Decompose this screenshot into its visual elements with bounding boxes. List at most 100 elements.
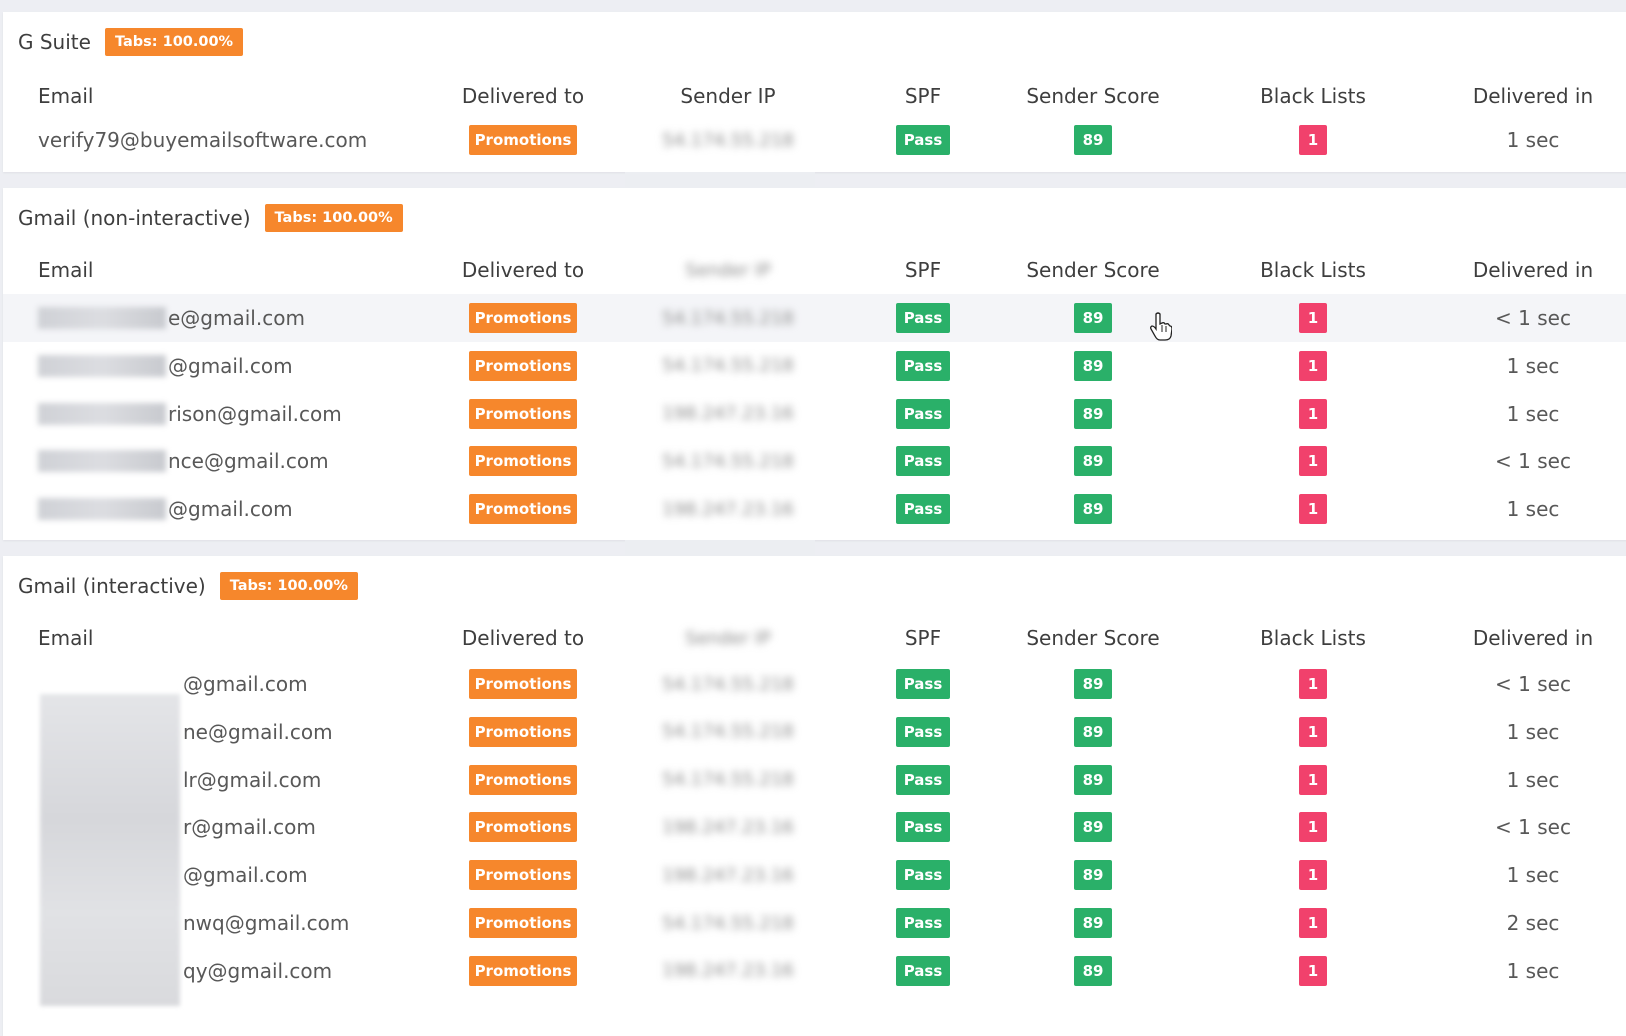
col-email[interactable]: Email [38, 258, 94, 282]
sender-score-cell: 89 [1018, 708, 1168, 756]
col-sender-score[interactable]: Sender Score [1026, 84, 1160, 108]
sender-ip-cell: 54.174.55.218 [628, 342, 828, 390]
sender-score-badge: 89 [1074, 303, 1112, 333]
divider [625, 540, 815, 556]
delivered-to-cell: Promotions [423, 116, 623, 164]
col-spf[interactable]: SPF [904, 626, 942, 650]
sender-ip-text: 198.247.23.16 [662, 403, 794, 425]
sender-score-cell: 89 [1018, 756, 1168, 804]
redacted-email [38, 402, 166, 425]
promotions-badge: Promotions [469, 908, 577, 938]
col-delivered-in[interactable]: Delivered in [1472, 258, 1594, 282]
table-row[interactable]: @gmail.com Promotions 54.174.55.218 Pass 89 1… [3, 342, 1626, 390]
black-lists-cell: 1 [1258, 899, 1368, 947]
promotions-badge: Promotions [469, 446, 577, 477]
col-delivered-to[interactable]: Delivered to [461, 626, 585, 650]
col-delivered-in[interactable]: Delivered in [1472, 84, 1594, 108]
col-email[interactable]: Email [38, 84, 94, 108]
col-email[interactable]: Email [38, 626, 94, 650]
spf-pass-badge: Pass [896, 716, 950, 747]
spf-cell: Pass [873, 437, 973, 485]
redaction-overlay [40, 694, 180, 1006]
delivered-to-cell: Promotions [423, 390, 623, 438]
col-delivered-to[interactable]: Delivered to [461, 258, 585, 282]
table-row[interactable]: ne@gmail.com Promotions 54.174.55.218 Pass 8… [3, 708, 1626, 756]
spf-cell: Pass [873, 708, 973, 756]
sender-ip-cell: 54.174.55.218 [628, 116, 828, 164]
sender-ip-text: 198.247.23.16 [662, 864, 794, 886]
table-row[interactable]: r@gmail.com Promotions 198.247.23.16 Pass 89… [3, 803, 1626, 851]
blacklist-count-badge: 1 [1299, 860, 1327, 891]
table-row[interactable]: nce@gmail.com Promotions 54.174.55.218 Pass… [3, 437, 1626, 485]
sender-ip-cell: 54.174.55.218 [628, 708, 828, 756]
table-header: Email Delivered to Sender IP SPF Sender … [3, 246, 1626, 294]
email-cell: qy@gmail.com [38, 947, 332, 995]
sender-ip-cell: 198.247.23.16 [628, 803, 828, 851]
table-row[interactable]: nwq@gmail.com Promotions 54.174.55.218 Pass… [3, 899, 1626, 947]
col-black-lists[interactable]: Black Lists [1260, 84, 1366, 108]
spf-pass-badge: Pass [896, 908, 950, 938]
email-text: @gmail.com [168, 353, 293, 378]
table-row[interactable]: @gmail.com Promotions 198.247.23.16 Pass 89 1… [3, 485, 1626, 533]
table-row[interactable]: rison@gmail.com Promotions 198.247.23.16 Pa… [3, 390, 1626, 438]
spf-pass-badge: Pass [896, 446, 950, 477]
sender-ip-cell: 198.247.23.16 [628, 390, 828, 438]
black-lists-cell: 1 [1258, 660, 1368, 708]
spf-pass-badge: Pass [896, 398, 950, 429]
spf-pass-badge: Pass [896, 764, 950, 795]
sender-ip-cell: 54.174.55.218 [628, 437, 828, 485]
provider-title: Gmail (interactive) [18, 574, 206, 598]
col-spf[interactable]: SPF [904, 84, 942, 108]
promotions-badge: Promotions [469, 955, 577, 986]
table-row[interactable]: lr@gmail.com Promotions 54.174.55.218 Pass 8… [3, 756, 1626, 804]
spf-cell: Pass [873, 342, 973, 390]
sender-score-cell: 89 [1018, 899, 1168, 947]
delivered-to-cell: Promotions [423, 899, 623, 947]
col-sender-score[interactable]: Sender Score [1026, 258, 1160, 282]
sender-ip-cell: 54.174.55.218 [628, 294, 828, 342]
delivered-to-cell: Promotions [423, 947, 623, 995]
col-delivered-to[interactable]: Delivered to [461, 84, 585, 108]
sender-score-cell: 89 [1018, 294, 1168, 342]
blacklist-count-badge: 1 [1299, 716, 1327, 747]
delivered-to-cell: Promotions [423, 485, 623, 533]
spf-cell: Pass [873, 947, 973, 995]
black-lists-cell: 1 [1258, 756, 1368, 804]
col-sender-ip[interactable]: Sender IP [628, 246, 828, 294]
redacted-email [38, 354, 166, 377]
provider-title: Gmail (non-interactive) [18, 206, 251, 230]
sender-score-cell: 89 [1018, 851, 1168, 899]
table-row[interactable]: e@gmail.com Promotions 54.174.55.218 Pass 89… [3, 294, 1626, 342]
black-lists-cell: 1 [1258, 437, 1368, 485]
sender-ip-text: 54.174.55.218 [662, 307, 794, 329]
col-sender-ip-label: Sender IP [685, 259, 771, 281]
gsuite-card: G Suite Tabs: 100.00% Email Delivered to… [3, 12, 1626, 172]
col-black-lists[interactable]: Black Lists [1260, 626, 1366, 650]
sender-ip-text: 54.174.55.218 [662, 673, 794, 695]
table-row[interactable]: qy@gmail.com Promotions 198.247.23.16 Pass 8… [3, 947, 1626, 995]
email-cell: @gmail.com [38, 342, 293, 390]
sender-ip-text: 54.174.55.218 [662, 450, 794, 472]
email-text: verify79@buyemailsoftware.com [38, 128, 368, 152]
sender-score-cell: 89 [1018, 947, 1168, 995]
delivered-in-cell: 1 sec [1506, 353, 1560, 378]
delivered-in-cell: < 1 sec [1495, 672, 1571, 696]
delivered-to-cell: Promotions [423, 294, 623, 342]
col-sender-score[interactable]: Sender Score [1026, 626, 1160, 650]
email-cell: nwq@gmail.com [38, 899, 349, 947]
blacklist-count-badge: 1 [1299, 303, 1327, 333]
table-row[interactable]: @gmail.com Promotions 54.174.55.218 Pass 89 1… [3, 660, 1626, 708]
table-row[interactable]: verify79@buyemailsoftware.com Promotions 5… [3, 116, 1626, 164]
sender-score-badge: 89 [1074, 125, 1112, 155]
col-sender-ip[interactable]: Sender IP [628, 72, 828, 120]
table-row[interactable]: @gmail.com Promotions 198.247.23.16 Pass 89 1… [3, 851, 1626, 899]
col-black-lists[interactable]: Black Lists [1260, 258, 1366, 282]
col-delivered-in[interactable]: Delivered in [1472, 626, 1594, 650]
sender-score-cell: 89 [1018, 803, 1168, 851]
col-spf[interactable]: SPF [904, 258, 942, 282]
delivered-in-cell: 1 sec [1506, 128, 1560, 152]
gmail-ni-header: Gmail (non-interactive) Tabs: 100.00% [18, 204, 403, 232]
col-sender-ip-label: Sender IP [680, 84, 776, 108]
spf-pass-badge: Pass [896, 860, 950, 891]
col-sender-ip[interactable]: Sender IP [628, 614, 828, 662]
